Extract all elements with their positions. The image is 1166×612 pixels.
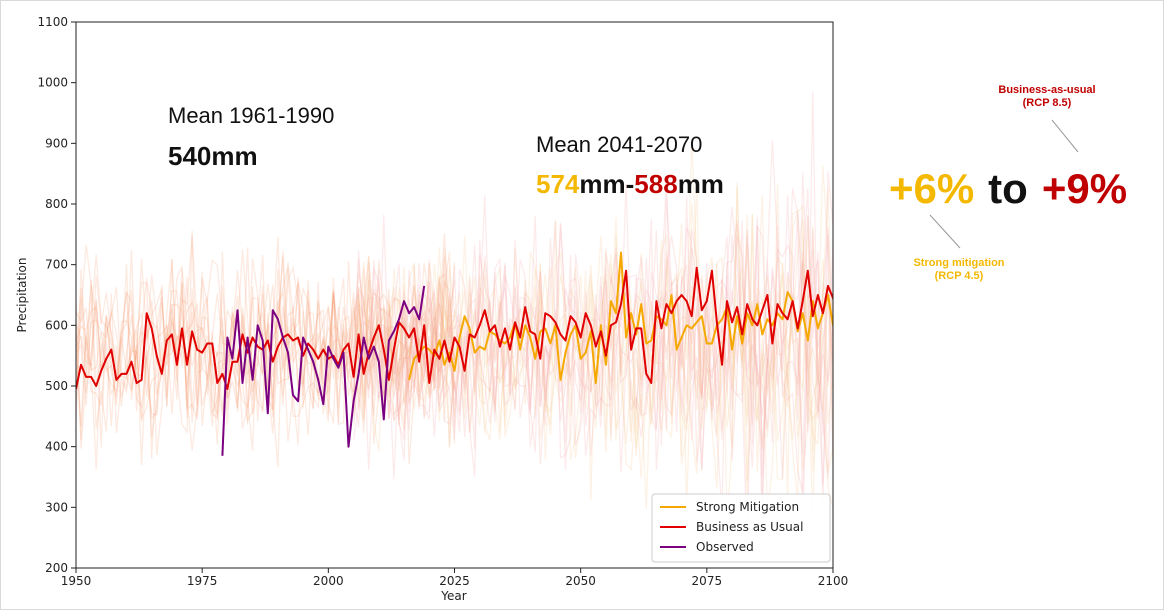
mean-future-mid: mm- <box>579 169 634 199</box>
legend-box <box>651 493 831 563</box>
mean-future-low: 574 <box>536 169 580 199</box>
bau-pointer-line <box>1051 119 1079 153</box>
bau-note-line1: Business-as-usual <box>998 84 1095 96</box>
y-tick-label: 400 <box>45 440 68 454</box>
mean-future-value: 574mm-588mm <box>536 169 724 199</box>
x-axis-label: Year <box>440 589 466 603</box>
x-tick-label: 2050 <box>565 574 596 588</box>
mean-historical-title: Mean 1961-1990 <box>168 103 334 128</box>
y-axis-label: Precipitation <box>15 257 29 332</box>
y-tick-label: 500 <box>45 379 68 393</box>
y-tick-label: 900 <box>45 136 68 150</box>
ensemble-member-line <box>352 182 833 525</box>
ensemble-member-line <box>352 140 833 478</box>
range-low: +6% <box>889 165 974 212</box>
mean-future-unit: mm <box>678 169 724 199</box>
mitigation-pointer-line <box>929 214 961 249</box>
ensemble-member-line <box>76 249 456 449</box>
mean-future-title: Mean 2041-2070 <box>536 132 702 157</box>
range-high: +9% <box>1042 165 1127 212</box>
x-tick-label: 2000 <box>313 574 344 588</box>
ensemble-member-line <box>76 255 456 440</box>
y-tick-label: 700 <box>45 258 68 272</box>
mean-future-high: 588 <box>634 169 677 199</box>
bau-note-line2: (RCP 8.5) <box>1023 97 1072 109</box>
ensemble-member-line <box>352 179 833 479</box>
axis-ticks: 1950 1975 2000 2025 2050 2075 2100 200 300 400 500… <box>37 15 848 588</box>
y-tick-label: 200 <box>45 561 68 575</box>
legend-label-strong-mitigation: Strong Mitigation <box>696 500 799 514</box>
ensemble-member-line <box>352 183 833 547</box>
ensemble-member-line <box>76 236 455 445</box>
range-mid: to <box>988 165 1028 212</box>
x-tick-label: 2100 <box>818 574 849 588</box>
ensemble-member-line <box>353 225 833 509</box>
mean-historical-value: 540mm <box>168 141 258 171</box>
ensemble-member-line <box>352 138 833 522</box>
series-line-business-as-usual <box>76 266 833 390</box>
y-tick-label: 1000 <box>37 76 68 90</box>
y-tick-label: 300 <box>45 500 68 514</box>
ensemble-member-line <box>353 204 833 504</box>
ensemble-member-line <box>76 235 456 447</box>
series-line-strong-mitigation <box>408 251 833 384</box>
ensemble-member-line <box>353 188 833 479</box>
ensemble-member-line <box>352 165 833 507</box>
x-tick-label: 1950 <box>61 574 92 588</box>
legend-label-business-as-usual: Business as Usual <box>696 520 803 534</box>
ensemble-member-line <box>76 251 456 468</box>
mitigation-note-line1: Strong mitigation <box>913 257 1004 269</box>
series-line-observed <box>221 285 426 456</box>
y-tick-label: 1100 <box>37 15 68 29</box>
range-text: +6% to +9% <box>889 165 1127 212</box>
ensemble-member-line <box>76 244 456 419</box>
legend-label-observed: Observed <box>696 540 754 554</box>
ensemble-member-line <box>76 250 456 451</box>
x-tick-label: 2025 <box>439 574 470 588</box>
x-tick-label: 2075 <box>692 574 723 588</box>
mitigation-note-line2: (RCP 4.5) <box>935 270 984 282</box>
legend: Strong Mitigation Business as Usual Obse… <box>651 493 831 563</box>
y-tick-label: 800 <box>45 197 68 211</box>
ensemble-member-line <box>76 233 456 464</box>
y-tick-label: 600 <box>45 318 68 332</box>
x-tick-label: 1975 <box>187 574 218 588</box>
series-lines <box>76 251 833 456</box>
ensemble-member-line <box>352 172 833 512</box>
ensemble-member-line <box>76 249 456 444</box>
